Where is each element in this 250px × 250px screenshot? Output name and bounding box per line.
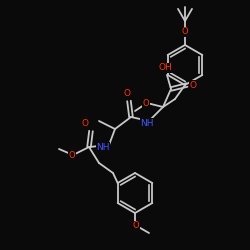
Text: O: O: [133, 222, 139, 230]
Text: O: O: [82, 120, 88, 128]
Text: NH: NH: [96, 142, 110, 152]
Text: O: O: [124, 90, 130, 98]
Text: NH: NH: [140, 118, 154, 128]
Text: O: O: [143, 98, 149, 108]
Text: O: O: [182, 28, 188, 36]
Text: OH: OH: [158, 64, 172, 72]
Text: O: O: [190, 80, 196, 90]
Text: O: O: [69, 152, 75, 160]
